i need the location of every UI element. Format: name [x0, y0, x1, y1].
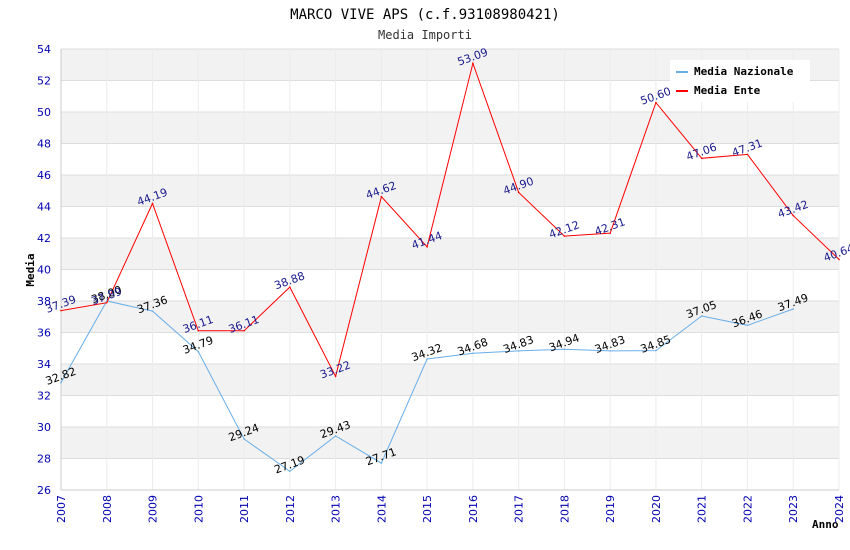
data-point	[426, 246, 428, 248]
data-point	[517, 350, 520, 352]
x-tick-label: 2015	[421, 495, 434, 523]
x-tick-label: 2011	[238, 495, 251, 523]
data-point	[334, 435, 337, 437]
gridlines	[60, 48, 840, 491]
plot-band	[61, 269, 839, 301]
x-axis-title: Anno	[812, 518, 839, 531]
y-tick-label: 26	[37, 484, 51, 497]
y-tick-label: 50	[37, 106, 51, 119]
plot-band	[61, 458, 839, 490]
data-point	[380, 462, 383, 464]
legend: Media Nazionale Media Ente	[670, 60, 810, 102]
plot-band	[61, 301, 839, 333]
x-tick-labels: 2007 2008 2009 2010 2011 2012 2013 2014 2015 2016…	[55, 495, 846, 523]
x-tick-label: 2007	[55, 495, 68, 523]
y-tick-label: 36	[37, 327, 51, 340]
y-tick-label: 44	[37, 201, 51, 214]
x-tick-label: 2009	[147, 495, 160, 523]
data-point	[655, 349, 657, 352]
x-tick-label: 2012	[284, 495, 297, 523]
data-point	[838, 258, 840, 261]
y-tick-label: 42	[37, 232, 51, 245]
legend-label-media-ente: Media Ente	[694, 84, 761, 97]
x-tick-label: 2016	[467, 495, 480, 523]
data-point	[792, 214, 795, 217]
data-point	[197, 350, 200, 353]
plot-band	[61, 143, 839, 175]
series-line-media-ente	[60, 61, 840, 378]
data-point	[746, 153, 749, 156]
data-point	[426, 358, 428, 360]
x-tick-label: 2008	[101, 495, 114, 523]
data-point	[655, 101, 657, 104]
data-point	[60, 381, 62, 384]
plot-band	[61, 332, 839, 364]
y-tick-label: 48	[37, 138, 51, 151]
data-point	[700, 157, 703, 160]
chart-subtitle: Media Importi	[378, 28, 472, 42]
x-tick-label: 2014	[375, 495, 388, 523]
y-axis-title: Media	[24, 253, 37, 286]
y-tick-label: 30	[37, 421, 51, 434]
plot-band	[61, 206, 839, 238]
data-point	[380, 195, 383, 198]
data-point	[700, 315, 703, 317]
plot-band	[61, 175, 839, 207]
x-tick-label: 2019	[604, 495, 617, 523]
chart-title: MARCO VIVE APS (c.f.93108980421)	[290, 7, 560, 23]
data-point	[151, 202, 154, 205]
plot-band	[61, 238, 839, 270]
data-point	[151, 310, 154, 312]
data-point	[472, 62, 474, 65]
y-tick-label: 46	[37, 169, 51, 182]
data-point	[289, 470, 291, 473]
legend-background	[670, 60, 810, 102]
x-tick-label: 2018	[558, 495, 571, 523]
data-point	[746, 324, 749, 327]
legend-label-media-nazionale: Media Nazionale	[694, 65, 794, 78]
data-point	[243, 438, 245, 440]
data-point	[289, 286, 291, 288]
axes	[60, 49, 839, 491]
data-point	[792, 308, 795, 310]
data-point	[60, 309, 62, 312]
y-tick-label: 54	[37, 43, 51, 56]
plot-band	[61, 364, 839, 396]
x-tick-label: 2022	[741, 495, 754, 523]
x-tick-label: 2023	[787, 495, 800, 523]
data-point	[517, 191, 520, 194]
x-tick-label: 2021	[696, 495, 709, 523]
data-point	[563, 348, 566, 350]
y-tick-label: 40	[37, 264, 51, 277]
plot-band	[61, 427, 839, 459]
plot-background-bands	[61, 49, 839, 490]
x-tick-label: 2020	[650, 495, 663, 523]
plot-band	[61, 395, 839, 427]
data-point	[472, 352, 474, 355]
plot-band	[61, 112, 839, 144]
data-point	[334, 375, 337, 378]
data-point	[609, 350, 611, 352]
y-tick-label: 32	[37, 390, 51, 403]
y-tick-label: 52	[37, 75, 51, 88]
y-tick-label: 28	[37, 453, 51, 466]
data-point	[563, 235, 566, 237]
x-tick-label: 2010	[192, 495, 205, 523]
x-tick-label: 2017	[513, 495, 526, 523]
data-point	[197, 329, 200, 332]
y-tick-label: 38	[37, 295, 51, 308]
y-tick-label: 34	[37, 358, 51, 371]
data-point	[243, 329, 245, 332]
y-tick-labels: 26 28 30 32 34 36 38 40 42 44 46 48 50 52 54	[37, 43, 51, 497]
data-point	[105, 301, 108, 304]
x-tick-label: 2024	[833, 495, 846, 523]
series-lines	[60, 61, 840, 473]
data-point	[609, 232, 611, 234]
x-tick-label: 2013	[330, 495, 343, 523]
